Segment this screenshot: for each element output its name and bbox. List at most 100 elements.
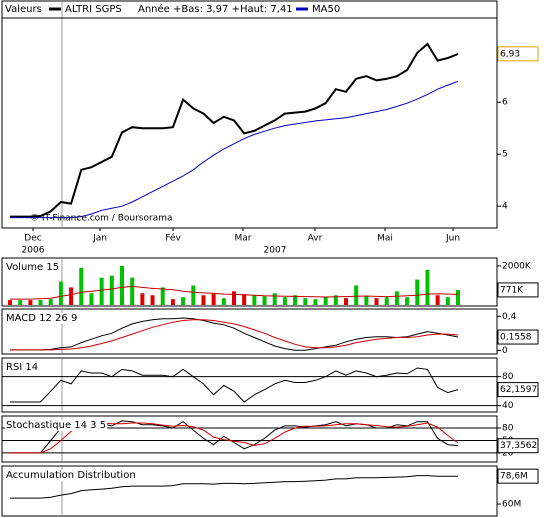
volume-bar xyxy=(262,296,267,305)
volume-bar xyxy=(89,293,94,305)
volume-bar xyxy=(8,300,12,305)
volume-bar xyxy=(211,293,216,305)
volume-bar xyxy=(374,298,379,305)
y-tick-label: 60M xyxy=(502,500,521,510)
current-value-box xyxy=(497,329,539,345)
volume-bar xyxy=(48,299,53,305)
volume-bar xyxy=(109,275,114,305)
copyright: © IT-Finance.com / Boursorama xyxy=(30,214,172,224)
x-year-label: 2006 xyxy=(22,246,45,256)
volume-bar xyxy=(364,296,369,305)
volume-bar xyxy=(354,285,359,305)
volume-bar xyxy=(150,295,155,305)
volume-bar xyxy=(160,287,165,305)
volume-bar xyxy=(99,277,104,305)
volume-bar xyxy=(232,291,236,305)
current-value-label: 6,93 xyxy=(500,49,520,59)
x-tick-label: Fév xyxy=(165,233,181,244)
legend-label: ALTRI SGPS xyxy=(65,4,122,15)
panel-title: RSI 14 xyxy=(6,362,38,373)
current-value-label: 37,3562 xyxy=(500,441,537,451)
volume-bar xyxy=(221,298,226,305)
volume-bar xyxy=(405,297,410,305)
x-tick-label: Jun xyxy=(445,234,460,244)
panel-frame xyxy=(1,465,498,517)
volume-bar xyxy=(28,300,33,305)
volume-bar xyxy=(140,293,145,305)
volume-bar xyxy=(191,285,196,305)
volume-bar xyxy=(201,295,206,305)
volume-bar xyxy=(456,289,460,305)
current-value-box xyxy=(497,46,539,62)
current-value-box xyxy=(497,382,539,398)
legend-label: MA50 xyxy=(312,4,340,15)
y-tick-label: 2000K xyxy=(502,261,532,271)
volume-bar xyxy=(303,298,308,305)
panel-title: MACD 12 26 9 xyxy=(6,313,77,324)
volume-bar xyxy=(130,277,135,305)
current-value-box xyxy=(497,438,539,454)
data-line xyxy=(10,367,459,403)
volume-bar xyxy=(384,297,389,305)
y-tick-label: 5 xyxy=(502,150,508,160)
volume-bar xyxy=(69,287,74,305)
panel-frame xyxy=(1,357,498,413)
volume-bar xyxy=(435,295,440,305)
y-tick-label: 0,4 xyxy=(502,312,517,322)
volume-bar xyxy=(344,298,348,305)
y-tick-label: 4 xyxy=(502,202,508,212)
volume-bar xyxy=(323,297,328,305)
volume-bar xyxy=(181,297,186,305)
panel-frame xyxy=(1,257,498,307)
volume-bar xyxy=(313,299,318,305)
volume-bar xyxy=(79,267,84,305)
x-tick-label: Dec xyxy=(24,234,41,244)
y-tick-label: 6 xyxy=(502,98,508,108)
panel-title: Volume 15 xyxy=(6,262,59,273)
panel-frame xyxy=(1,308,498,355)
volume-bar xyxy=(120,265,124,305)
data-line xyxy=(10,317,459,351)
volume-bar xyxy=(425,269,430,305)
x-tick-label: Mai xyxy=(377,234,393,244)
data-line xyxy=(10,285,459,300)
data-line xyxy=(10,80,459,219)
y-tick-label: 80 xyxy=(502,423,514,433)
volume-bar xyxy=(170,299,175,305)
annotation: Année +Bas: 3,97 +Haut: 7,41 xyxy=(138,3,293,15)
y-tick-label: 0 xyxy=(502,346,508,356)
volume-bar xyxy=(58,281,63,305)
volume-bar xyxy=(272,293,277,305)
title-bg xyxy=(5,362,40,373)
volume-bar xyxy=(242,294,247,305)
data-line xyxy=(10,475,458,499)
title-bg xyxy=(5,313,79,324)
data-line xyxy=(10,42,459,218)
volume-bar xyxy=(18,300,23,305)
current-value-label: 771K xyxy=(500,285,524,295)
x-tick-label: Jan xyxy=(92,234,107,244)
volume-bar xyxy=(333,295,338,305)
volume-bar xyxy=(38,300,43,305)
current-value-label: 0,1558 xyxy=(500,333,532,343)
x-year-label: 2007 xyxy=(264,246,287,256)
y-tick-label: 20 xyxy=(502,448,514,458)
volume-bar xyxy=(394,291,399,305)
current-value-box xyxy=(497,282,539,298)
x-tick-label: Avr xyxy=(308,234,323,244)
y-tick-label: 40 xyxy=(502,401,514,411)
panel-frame xyxy=(1,0,498,229)
title-bg xyxy=(5,262,61,273)
panel-title: Accumulation Distribution xyxy=(6,470,136,481)
data-line xyxy=(10,319,459,351)
current-value-label: 62,1597 xyxy=(500,385,537,395)
volume-bar xyxy=(282,297,287,305)
volume-bar xyxy=(293,295,298,305)
legend-title: Valeurs xyxy=(5,4,42,15)
title-bg xyxy=(5,470,137,481)
title-bg xyxy=(5,420,108,431)
current-value-box xyxy=(497,468,539,484)
volume-bar xyxy=(445,297,450,305)
current-value-label: 78,6M xyxy=(500,472,528,482)
